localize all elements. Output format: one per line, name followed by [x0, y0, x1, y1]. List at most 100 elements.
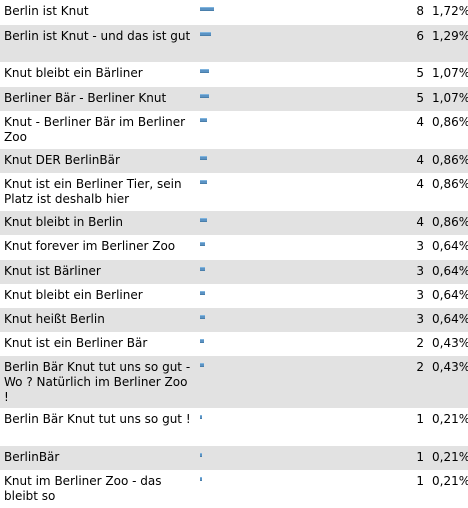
row-bar-cell — [196, 211, 394, 235]
table-row: Knut ist Bärliner 3 0,64% — [0, 260, 468, 284]
row-label: Knut ist Bärliner — [0, 260, 196, 284]
share-bar — [200, 363, 204, 367]
row-count: 4 — [394, 111, 428, 149]
row-label: BerlinBär — [0, 446, 196, 470]
row-label: Knut ist ein Berliner Bär — [0, 332, 196, 356]
row-count: 5 — [394, 87, 428, 111]
row-percent: 0,64% — [428, 308, 468, 332]
row-label: Knut im Berliner Zoo - das bleibt so — [0, 470, 196, 508]
row-count: 6 — [394, 25, 428, 62]
share-bar — [200, 32, 211, 36]
row-count: 5 — [394, 62, 428, 87]
row-bar-cell — [196, 0, 394, 25]
share-bar — [200, 156, 207, 160]
row-bar-cell — [196, 284, 394, 308]
row-label: Knut DER BerlinBär — [0, 149, 196, 173]
row-bar-cell — [196, 308, 394, 332]
row-bar-cell — [196, 25, 394, 62]
row-bar-cell — [196, 260, 394, 284]
table-row: Knut ist ein Berliner Bär 2 0,43% — [0, 332, 468, 356]
row-label: Knut bleibt ein Bärliner — [0, 62, 196, 87]
row-count: 1 — [394, 470, 428, 508]
row-label: Berlin ist Knut - und das ist gut — [0, 25, 196, 62]
row-percent: 1,07% — [428, 62, 468, 87]
row-bar-cell — [196, 149, 394, 173]
table-row: BerlinBär 1 0,21% — [0, 446, 468, 470]
row-percent: 0,86% — [428, 149, 468, 173]
row-percent: 0,64% — [428, 260, 468, 284]
row-count: 3 — [394, 235, 428, 260]
row-label: Knut bleibt in Berlin — [0, 211, 196, 235]
row-bar-cell — [196, 87, 394, 111]
row-count: 1 — [394, 446, 428, 470]
share-bar — [200, 315, 205, 319]
table-row: Berliner Bär - Berliner Knut 5 1,07% — [0, 87, 468, 111]
table-row: Knut heißt Berlin 3 0,64% — [0, 308, 468, 332]
row-label: Berlin Bär Knut tut uns so gut - Wo ? Na… — [0, 356, 196, 408]
row-percent: 0,64% — [428, 235, 468, 260]
row-percent: 1,29% — [428, 25, 468, 62]
table-row: Knut bleibt in Berlin 4 0,86% — [0, 211, 468, 235]
row-count: 3 — [394, 308, 428, 332]
table-row: Knut bleibt ein Berliner 3 0,64% — [0, 284, 468, 308]
row-label: Knut ist ein Berliner Tier, sein Platz i… — [0, 173, 196, 211]
share-bar — [200, 291, 205, 295]
row-percent: 0,86% — [428, 211, 468, 235]
share-bar — [200, 69, 209, 73]
row-count: 2 — [394, 356, 428, 408]
row-percent: 0,43% — [428, 356, 468, 408]
row-bar-cell — [196, 235, 394, 260]
row-percent: 1,07% — [428, 87, 468, 111]
share-bar — [200, 339, 204, 343]
row-percent: 0,21% — [428, 446, 468, 470]
table-row: Knut - Berliner Bär im Berliner Zoo 4 0,86… — [0, 111, 468, 149]
share-bar — [200, 477, 202, 481]
row-count: 2 — [394, 332, 428, 356]
row-bar-cell — [196, 332, 394, 356]
row-label: Berlin ist Knut — [0, 0, 196, 25]
share-bar — [200, 415, 202, 419]
row-label: Berliner Bär - Berliner Knut — [0, 87, 196, 111]
row-percent: 0,86% — [428, 111, 468, 149]
row-label: Knut heißt Berlin — [0, 308, 196, 332]
row-percent: 0,43% — [428, 332, 468, 356]
row-label: Knut forever im Berliner Zoo — [0, 235, 196, 260]
row-label: Knut bleibt ein Berliner — [0, 284, 196, 308]
row-bar-cell — [196, 408, 394, 446]
row-count: 4 — [394, 149, 428, 173]
share-bar — [200, 7, 214, 11]
row-percent: 0,86% — [428, 173, 468, 211]
share-bar — [200, 94, 209, 98]
row-label: Berlin Bär Knut tut uns so gut ! — [0, 408, 196, 446]
row-count: 8 — [394, 0, 428, 25]
row-bar-cell — [196, 173, 394, 211]
table-row: Berlin ist Knut 8 1,72% — [0, 0, 468, 25]
share-bar — [200, 218, 207, 222]
row-count: 4 — [394, 173, 428, 211]
table-row: Knut bleibt ein Bärliner 5 1,07% — [0, 62, 468, 87]
table-row: Berlin Bär Knut tut uns so gut ! 1 0,21% — [0, 408, 468, 446]
row-bar-cell — [196, 356, 394, 408]
row-percent: 0,21% — [428, 470, 468, 508]
share-bar — [200, 180, 207, 184]
row-percent: 0,64% — [428, 284, 468, 308]
share-bar — [200, 118, 207, 122]
table-row: Knut ist ein Berliner Tier, sein Platz i… — [0, 173, 468, 211]
table-row: Knut DER BerlinBär 4 0,86% — [0, 149, 468, 173]
row-bar-cell — [196, 111, 394, 149]
table-row: Berlin ist Knut - und das ist gut 6 1,29% — [0, 25, 468, 62]
row-count: 1 — [394, 408, 428, 446]
share-bar — [200, 453, 202, 457]
row-count: 3 — [394, 284, 428, 308]
table-row: Berlin Bär Knut tut uns so gut - Wo ? Na… — [0, 356, 468, 408]
row-percent: 0,21% — [428, 408, 468, 446]
row-percent: 1,72% — [428, 0, 468, 25]
row-count: 4 — [394, 211, 428, 235]
row-bar-cell — [196, 62, 394, 87]
table-row: Knut forever im Berliner Zoo 3 0,64% — [0, 235, 468, 260]
row-bar-cell — [196, 446, 394, 470]
row-label: Knut - Berliner Bär im Berliner Zoo — [0, 111, 196, 149]
row-bar-cell — [196, 470, 394, 508]
